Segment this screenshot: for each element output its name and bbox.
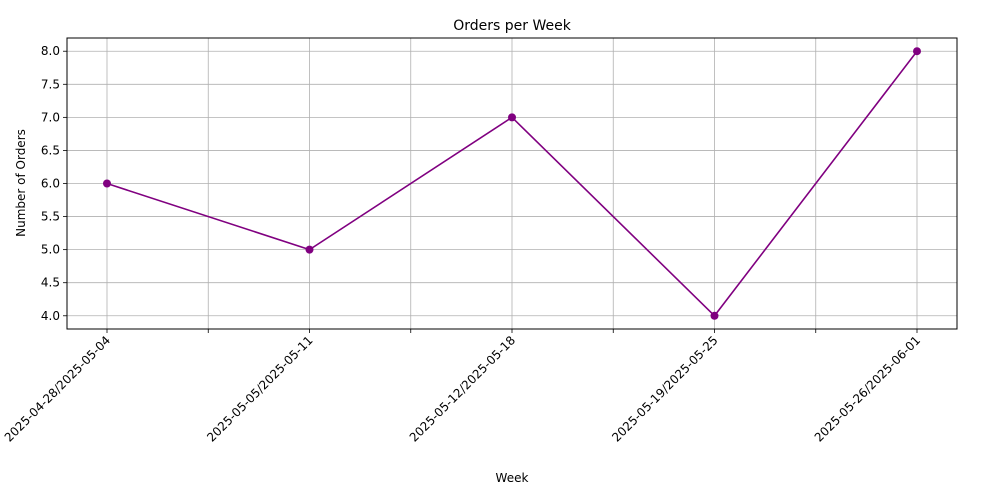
- y-tick-label: 6.0: [41, 177, 60, 191]
- x-tick-label: 2025-05-12/2025-05-18: [407, 333, 518, 444]
- chart-title: Orders per Week: [453, 18, 571, 34]
- y-tick-label: 5.5: [41, 210, 60, 224]
- data-point: [710, 311, 719, 320]
- y-tick-label: 6.5: [41, 143, 60, 157]
- x-axis-title: Week: [496, 471, 529, 485]
- y-axis-ticks: 4.0 4.5 5.0 5.5 6.0 6.5 7.0 7.5 8.0: [41, 44, 67, 323]
- data-point: [913, 47, 921, 56]
- y-axis-title: Number of Orders: [14, 129, 28, 237]
- x-tick-label: 2025-05-05/2025-05-11: [204, 333, 315, 444]
- y-tick-label: 5.0: [41, 243, 60, 257]
- x-tick-label: 2025-04-28/2025-05-04: [2, 333, 113, 444]
- grid-lines: [67, 38, 957, 329]
- y-tick-label: 4.0: [41, 309, 60, 323]
- y-tick-label: 7.5: [41, 77, 60, 91]
- y-tick-label: 4.5: [41, 276, 60, 290]
- data-point: [305, 245, 314, 254]
- data-point: [103, 179, 111, 188]
- x-tick-label: 2025-05-19/2025-05-25: [609, 333, 720, 444]
- y-tick-label: 7.0: [41, 110, 60, 124]
- data-points: [103, 47, 921, 320]
- data-point: [508, 113, 516, 122]
- x-axis-ticks: 2025-04-28/2025-05-04 2025-05-05/2025-05-…: [2, 329, 923, 445]
- x-tick-label: 2025-05-26/2025-06-01: [812, 333, 923, 444]
- y-tick-label: 8.0: [41, 44, 60, 58]
